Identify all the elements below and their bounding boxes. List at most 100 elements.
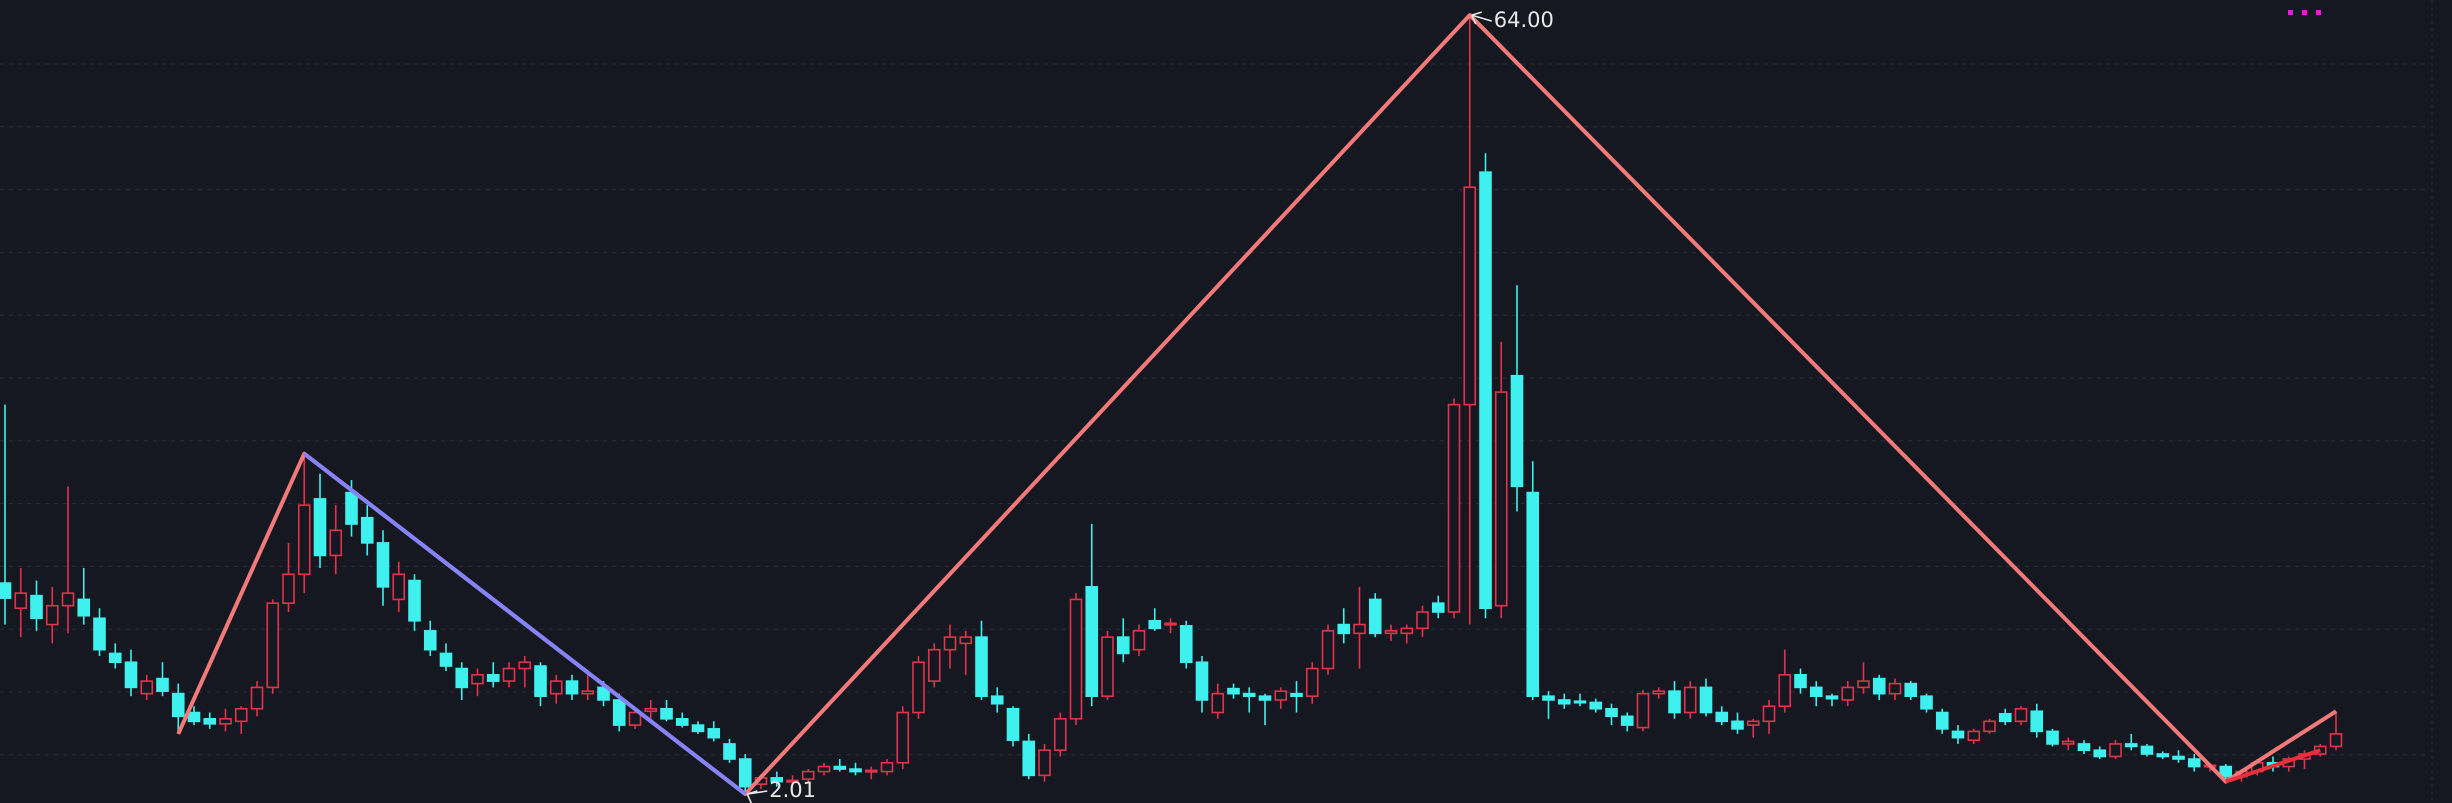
candle-body xyxy=(156,677,169,692)
candle-body xyxy=(1195,661,1209,701)
candle-body xyxy=(2219,765,2233,778)
candle-body xyxy=(691,724,705,733)
candle-body xyxy=(2124,743,2138,748)
candle-body xyxy=(2187,758,2201,768)
candle-body xyxy=(486,674,500,682)
candle-body xyxy=(2030,710,2044,733)
candle-body xyxy=(2329,733,2343,748)
candle-body xyxy=(0,582,12,599)
candle-body xyxy=(1038,749,1051,777)
candle-body xyxy=(1998,712,2012,723)
candle-body xyxy=(975,636,988,697)
candle-body xyxy=(1620,715,1634,726)
dot xyxy=(2302,10,2307,15)
candle-body xyxy=(203,718,217,725)
candle-body xyxy=(912,661,925,714)
indicator-dots xyxy=(2288,10,2321,15)
candle-body xyxy=(1179,625,1193,664)
candle-body xyxy=(707,728,721,739)
candle-body xyxy=(250,686,264,710)
candle-body xyxy=(1290,692,1303,697)
candle-body xyxy=(345,491,358,525)
zigzag-line xyxy=(176,13,2338,797)
label-arrow xyxy=(746,790,768,803)
candle-body xyxy=(2109,743,2122,758)
candle-body xyxy=(360,516,374,544)
candle-body xyxy=(1353,623,1366,635)
candle-body xyxy=(1731,720,1744,730)
candle-body xyxy=(1715,711,1729,723)
candle-body xyxy=(108,652,122,664)
candle-body xyxy=(1463,186,1477,406)
candle-body xyxy=(2140,745,2154,755)
candle-body xyxy=(1935,711,1949,730)
candle-body xyxy=(423,630,437,651)
candle-body xyxy=(1006,707,1020,741)
pivot-label: 2.01 xyxy=(769,778,816,802)
candle-body xyxy=(581,690,595,695)
zigzag-line xyxy=(303,452,747,796)
candle-body xyxy=(14,592,28,610)
candle-body xyxy=(1557,699,1571,705)
candle-body xyxy=(1384,630,1398,635)
candle-body xyxy=(1652,690,1666,695)
candle-body xyxy=(392,573,406,601)
candle-body xyxy=(1337,623,1351,635)
candle-body xyxy=(927,648,941,682)
candle-body xyxy=(1699,686,1713,714)
candle-body xyxy=(408,579,421,622)
candle-body xyxy=(266,602,280,689)
candle-body xyxy=(1148,619,1162,630)
candle-body xyxy=(471,674,484,685)
candle-body xyxy=(786,779,799,783)
candle-body xyxy=(171,692,185,718)
candle-body xyxy=(1227,687,1240,695)
candle-body xyxy=(1085,586,1099,697)
candle-body xyxy=(282,573,295,604)
candle-body xyxy=(376,542,390,588)
dot xyxy=(2316,10,2321,15)
candle-body xyxy=(1494,391,1508,607)
candle-body xyxy=(801,770,815,780)
candle-body xyxy=(93,617,106,651)
candle-body xyxy=(1967,730,1981,741)
candle-body xyxy=(1605,707,1618,718)
candle-body xyxy=(329,529,343,557)
candle-body xyxy=(1794,674,1807,689)
candle-body xyxy=(1510,374,1524,488)
candle-body xyxy=(565,680,579,695)
candle-body xyxy=(2077,743,2091,752)
candle-body xyxy=(234,707,248,723)
candle-body xyxy=(30,594,43,620)
candle-body xyxy=(723,743,736,760)
candle-body xyxy=(880,761,894,773)
candle-body xyxy=(1904,682,1918,697)
candle-body xyxy=(1841,686,1855,701)
candle-body xyxy=(612,699,626,726)
candle-body xyxy=(1400,627,1414,635)
candle-body xyxy=(1636,692,1650,729)
candle-body xyxy=(124,661,138,689)
candle-body xyxy=(1164,622,1177,626)
candle-body xyxy=(1526,491,1540,697)
candle-body xyxy=(1872,677,1886,695)
candle-body xyxy=(1746,720,1760,726)
candle-body xyxy=(738,758,752,788)
candle-body xyxy=(1983,720,1996,733)
candle-body xyxy=(597,686,610,701)
candle-body xyxy=(518,661,532,670)
candle-body xyxy=(1479,171,1492,610)
candle-body xyxy=(187,711,201,723)
candle-body xyxy=(1274,690,1288,701)
candle-body xyxy=(439,652,453,667)
candle-body xyxy=(455,667,469,689)
candle-body xyxy=(959,636,973,645)
candle-body xyxy=(1668,690,1681,714)
candle-body xyxy=(1116,636,1130,655)
candle-body xyxy=(1951,730,1965,739)
candle-body xyxy=(770,777,784,783)
candle-body xyxy=(675,718,689,726)
candle-body xyxy=(77,598,91,617)
